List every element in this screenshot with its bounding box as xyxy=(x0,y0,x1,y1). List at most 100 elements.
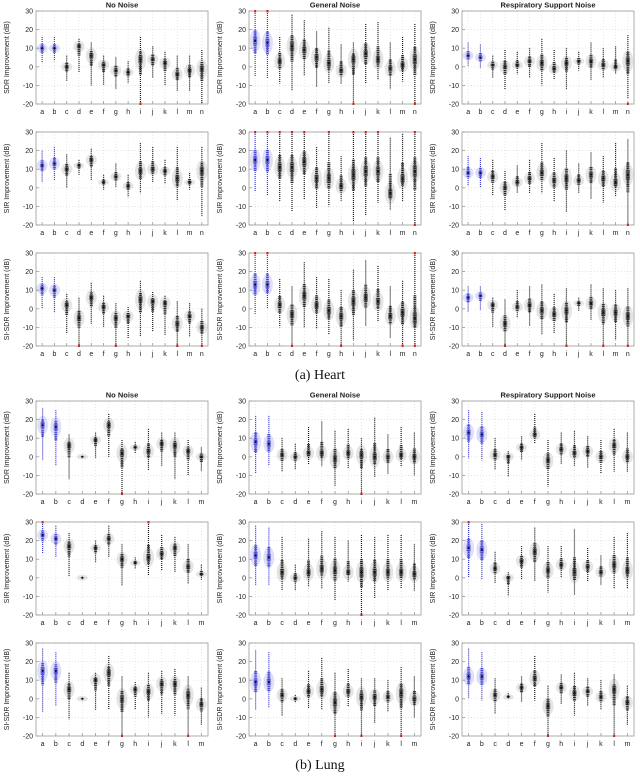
svg-text:a: a xyxy=(467,499,471,506)
svg-text:g: g xyxy=(333,620,337,627)
svg-text:d: d xyxy=(506,741,510,748)
svg-text:20: 20 xyxy=(25,417,33,424)
svg-text:10: 10 xyxy=(451,557,459,564)
svg-text:20: 20 xyxy=(25,148,33,155)
svg-text:-20: -20 xyxy=(23,223,33,230)
svg-text:-20: -20 xyxy=(449,613,459,620)
svg-text:10: 10 xyxy=(25,167,33,174)
svg-text:g: g xyxy=(333,741,337,748)
svg-text:m: m xyxy=(198,620,204,627)
lung-plot-grid: -20 -10 0 10 20 30 a b c d e f g h i j k l m No Noise SDR Im… xyxy=(0,390,639,753)
svg-text:k: k xyxy=(376,351,380,358)
svg-text:0: 0 xyxy=(455,64,459,71)
y-axis-label: SDR Improvement (dB) xyxy=(430,21,437,94)
svg-text:i: i xyxy=(148,499,150,506)
svg-text:c: c xyxy=(491,230,495,237)
svg-text:b: b xyxy=(265,109,269,116)
svg-text:j: j xyxy=(373,741,376,748)
svg-text:g: g xyxy=(327,351,331,358)
svg-text:a: a xyxy=(467,620,471,627)
svg-text:f: f xyxy=(321,620,323,627)
svg-text:-20: -20 xyxy=(236,102,246,109)
svg-text:h: h xyxy=(552,109,556,116)
svg-text:j: j xyxy=(160,741,163,748)
y-axis-label: SIR Improvement (dB) xyxy=(4,534,11,604)
svg-text:f: f xyxy=(103,351,105,358)
svg-text:d: d xyxy=(293,620,297,627)
svg-text:h: h xyxy=(559,741,563,748)
subplot-heart-row3-col3: -20 -10 0 10 20 30 a b c d e f g h i j k l m n SI-SDR Improv… xyxy=(426,242,639,363)
subplot-lung-row3-col1: -20 -10 0 10 20 30 a b c d e f g h i j k l m SI-SDR Improve… xyxy=(0,632,213,753)
svg-text:e: e xyxy=(89,109,93,116)
svg-text:10: 10 xyxy=(238,678,246,685)
svg-text:10: 10 xyxy=(451,436,459,443)
svg-text:d: d xyxy=(293,741,297,748)
svg-text:b: b xyxy=(267,741,271,748)
svg-text:20: 20 xyxy=(451,27,459,34)
svg-text:a: a xyxy=(254,741,258,748)
svg-text:n: n xyxy=(413,351,417,358)
svg-text:d: d xyxy=(77,351,81,358)
svg-text:-10: -10 xyxy=(449,594,459,601)
svg-text:e: e xyxy=(302,351,306,358)
svg-text:e: e xyxy=(520,499,524,506)
svg-text:f: f xyxy=(529,351,531,358)
svg-text:f: f xyxy=(103,230,105,237)
svg-text:0: 0 xyxy=(455,306,459,313)
svg-text:a: a xyxy=(40,109,44,116)
svg-text:d: d xyxy=(77,230,81,237)
svg-text:c: c xyxy=(278,230,282,237)
y-axis-label: SDR Improvement (dB) xyxy=(4,411,11,484)
svg-text:g: g xyxy=(546,499,550,506)
y-axis-label: SDR Improvement (dB) xyxy=(217,411,224,484)
svg-text:b: b xyxy=(265,351,269,358)
svg-text:m: m xyxy=(198,741,204,748)
svg-text:k: k xyxy=(173,499,177,506)
svg-text:m: m xyxy=(400,351,406,358)
svg-text:a: a xyxy=(41,499,45,506)
svg-text:a: a xyxy=(253,351,257,358)
svg-text:l: l xyxy=(613,620,615,627)
svg-text:-20: -20 xyxy=(449,344,459,351)
svg-text:a: a xyxy=(40,230,44,237)
svg-text:10: 10 xyxy=(238,46,246,53)
svg-text:m: m xyxy=(411,620,417,627)
svg-text:i: i xyxy=(148,620,150,627)
y-axis-label: SI-SDR Improvement (dB) xyxy=(4,649,11,731)
svg-text:g: g xyxy=(546,741,550,748)
svg-text:c: c xyxy=(67,499,71,506)
y-axis-label: SIR Improvement (dB) xyxy=(430,534,437,604)
svg-text:e: e xyxy=(89,230,93,237)
svg-text:10: 10 xyxy=(451,288,459,295)
svg-text:i: i xyxy=(140,230,142,237)
svg-text:n: n xyxy=(200,230,204,237)
svg-text:m: m xyxy=(187,109,193,116)
svg-text:-20: -20 xyxy=(23,613,33,620)
svg-text:-20: -20 xyxy=(449,492,459,499)
svg-text:i: i xyxy=(574,620,576,627)
svg-text:i: i xyxy=(353,109,355,116)
y-axis-label: SI-SDR Improvement (dB) xyxy=(217,649,224,731)
svg-text:e: e xyxy=(302,230,306,237)
svg-text:-10: -10 xyxy=(236,715,246,722)
svg-text:g: g xyxy=(120,620,124,627)
svg-text:d: d xyxy=(290,109,294,116)
svg-text:0: 0 xyxy=(29,306,33,313)
svg-text:e: e xyxy=(302,109,306,116)
subplot-lung-row2-col3: -20 -10 0 10 20 30 a b c d e f g h i j k l m SIR Improvemen… xyxy=(426,511,639,632)
svg-text:-20: -20 xyxy=(236,344,246,351)
svg-text:e: e xyxy=(89,351,93,358)
svg-text:c: c xyxy=(65,109,69,116)
svg-text:0: 0 xyxy=(455,185,459,192)
svg-text:l: l xyxy=(400,499,402,506)
svg-text:-20: -20 xyxy=(236,223,246,230)
svg-text:0: 0 xyxy=(455,454,459,461)
svg-text:10: 10 xyxy=(238,436,246,443)
svg-text:l: l xyxy=(187,741,189,748)
svg-text:-20: -20 xyxy=(23,344,33,351)
y-axis-label: SI-SDR Improvement (dB) xyxy=(4,259,11,341)
svg-text:0: 0 xyxy=(242,64,246,71)
svg-text:a: a xyxy=(466,351,470,358)
svg-text:a: a xyxy=(253,109,257,116)
svg-text:n: n xyxy=(626,109,630,116)
